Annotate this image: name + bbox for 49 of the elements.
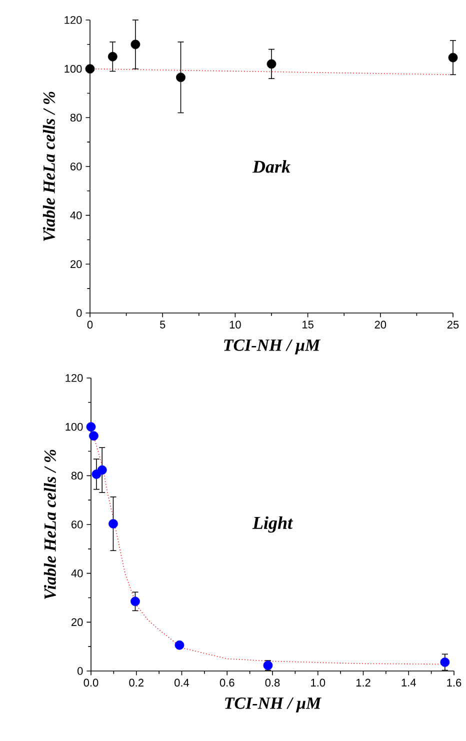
x-tick-label: 5: [160, 320, 166, 328]
y-tick-label: 60: [72, 520, 83, 528]
point: [448, 52, 458, 62]
y-tick-label: 100: [64, 64, 82, 73]
y-axis-title: Viable HeLa cells / %: [42, 92, 55, 242]
x-tick-label: 1.6: [447, 678, 462, 687]
x-tick-label: 0: [87, 320, 93, 329]
x-tick-label: 1.0: [311, 678, 326, 687]
point: [174, 640, 184, 650]
point: [176, 72, 186, 82]
y-tick-label: 40: [71, 569, 83, 578]
x-tick-label: 0.2: [129, 678, 144, 687]
x-tick-label: 25: [447, 320, 459, 329]
x-axis-title: TCI-NH / μM: [224, 339, 321, 354]
x-tick-label: 20: [374, 320, 386, 329]
point: [440, 658, 450, 667]
y-tick-label: 0: [76, 309, 82, 317]
y-tick-label: 120: [64, 16, 82, 24]
point: [86, 422, 96, 432]
x-tick-label: 0.6: [220, 678, 234, 687]
y-tick-label: 20: [70, 260, 82, 268]
point: [108, 519, 118, 528]
x-tick-label: 10: [230, 320, 241, 329]
y-tick-label: 80: [71, 472, 83, 480]
y-tick-label: 100: [66, 422, 83, 431]
y-axis-title: Viable HeLa cells / %: [44, 450, 56, 600]
point: [108, 52, 118, 62]
x-tick-label: 15: [302, 320, 314, 328]
x-tick-label: 1.2: [356, 678, 370, 686]
y-tick-label: 60: [70, 162, 82, 170]
y-tick-label: 40: [70, 211, 82, 220]
point: [89, 431, 98, 441]
y-tick-label: 20: [72, 618, 83, 626]
y-tick-label: 120: [66, 374, 83, 382]
x-axis-title: TCI-NH / μM: [225, 697, 322, 712]
point: [130, 596, 140, 606]
y-tick-label: 0: [78, 667, 83, 675]
x-tick-label: 0.0: [84, 678, 98, 687]
point: [263, 660, 273, 670]
annotation: Light: [252, 516, 293, 533]
point: [266, 59, 276, 69]
annotation: Dark: [252, 160, 290, 173]
y-tick-label: 80: [70, 114, 82, 122]
x-tick-label: 0.8: [265, 678, 280, 687]
point: [97, 465, 107, 475]
point: [130, 40, 140, 50]
point: [85, 64, 95, 74]
x-tick-label: 0.4: [174, 678, 190, 687]
x-tick-label: 1.4: [402, 678, 416, 686]
